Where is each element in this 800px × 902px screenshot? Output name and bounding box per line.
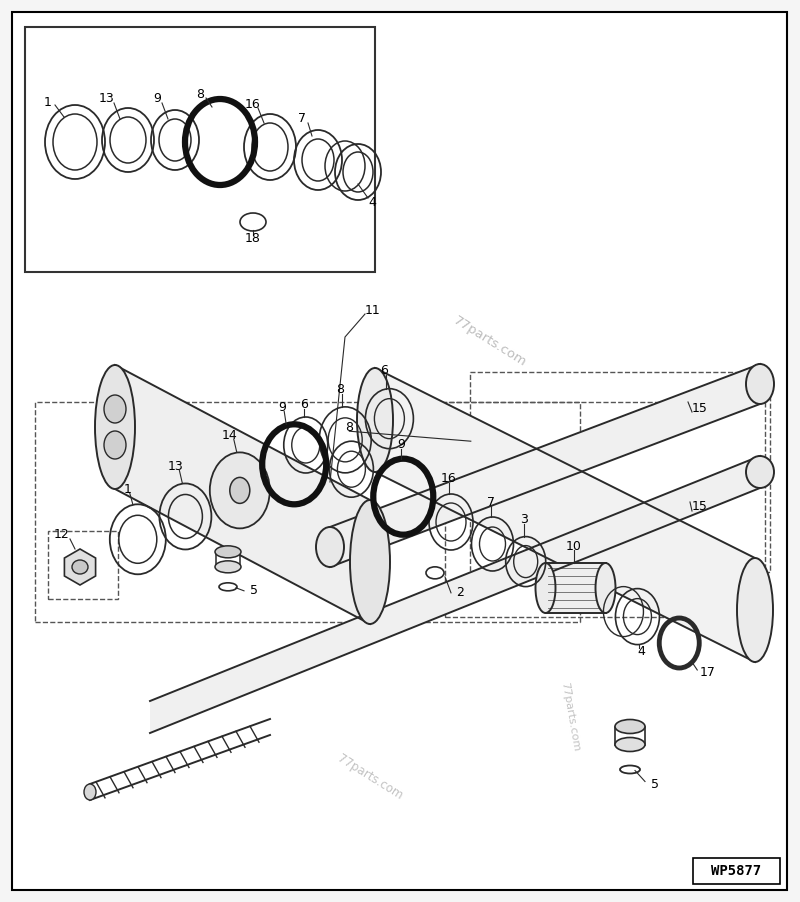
Text: 9: 9 bbox=[398, 438, 406, 451]
Ellipse shape bbox=[615, 720, 645, 733]
Ellipse shape bbox=[746, 456, 774, 488]
Text: 77parts.com: 77parts.com bbox=[559, 682, 581, 752]
Ellipse shape bbox=[210, 453, 270, 529]
Ellipse shape bbox=[316, 527, 344, 567]
Ellipse shape bbox=[357, 368, 393, 472]
Ellipse shape bbox=[746, 364, 774, 404]
Ellipse shape bbox=[535, 563, 555, 613]
Text: 2: 2 bbox=[456, 586, 464, 599]
Text: 15: 15 bbox=[692, 402, 708, 416]
Text: 1: 1 bbox=[124, 483, 132, 496]
Text: 77parts.com: 77parts.com bbox=[451, 314, 529, 370]
Ellipse shape bbox=[615, 738, 645, 751]
Text: 8: 8 bbox=[196, 87, 204, 100]
Text: 7: 7 bbox=[486, 495, 494, 509]
Text: 16: 16 bbox=[245, 97, 261, 111]
Text: WP5877: WP5877 bbox=[711, 864, 761, 878]
Text: 6: 6 bbox=[381, 364, 388, 377]
Ellipse shape bbox=[215, 561, 241, 573]
Ellipse shape bbox=[72, 560, 88, 574]
Text: 12: 12 bbox=[54, 529, 70, 541]
Text: 6: 6 bbox=[300, 399, 308, 411]
Text: 77parts.com: 77parts.com bbox=[335, 751, 405, 802]
Bar bbox=[470, 372, 770, 572]
Text: 15: 15 bbox=[692, 501, 708, 513]
Ellipse shape bbox=[230, 477, 250, 503]
Text: 13: 13 bbox=[167, 460, 183, 473]
Ellipse shape bbox=[104, 395, 126, 423]
Ellipse shape bbox=[104, 431, 126, 459]
Bar bbox=[25, 27, 375, 272]
Bar bbox=[48, 531, 118, 599]
Bar bbox=[35, 402, 580, 622]
Bar bbox=[445, 402, 765, 617]
Ellipse shape bbox=[595, 563, 615, 613]
Ellipse shape bbox=[95, 365, 135, 489]
Ellipse shape bbox=[350, 500, 390, 624]
Text: 8: 8 bbox=[336, 383, 344, 396]
Ellipse shape bbox=[215, 546, 241, 557]
Text: 9: 9 bbox=[153, 93, 161, 106]
Bar bbox=[693, 858, 780, 884]
Text: 10: 10 bbox=[566, 539, 582, 553]
Text: 13: 13 bbox=[99, 93, 115, 106]
Polygon shape bbox=[375, 368, 755, 662]
Text: 14: 14 bbox=[222, 428, 238, 442]
Text: 5: 5 bbox=[250, 584, 258, 597]
Text: 8: 8 bbox=[346, 420, 354, 434]
Polygon shape bbox=[115, 365, 370, 624]
Text: 9: 9 bbox=[278, 400, 286, 414]
Text: 7: 7 bbox=[298, 113, 306, 125]
Text: 1: 1 bbox=[44, 96, 52, 108]
Text: 11: 11 bbox=[365, 303, 381, 317]
Polygon shape bbox=[546, 563, 606, 613]
Text: 5: 5 bbox=[651, 778, 659, 791]
Text: 4: 4 bbox=[638, 645, 646, 658]
Text: 17: 17 bbox=[699, 667, 715, 679]
Polygon shape bbox=[150, 456, 760, 733]
Polygon shape bbox=[330, 364, 760, 567]
Polygon shape bbox=[65, 549, 95, 585]
Text: 3: 3 bbox=[520, 513, 528, 526]
Ellipse shape bbox=[84, 784, 96, 800]
Text: 18: 18 bbox=[245, 233, 261, 245]
Text: 4: 4 bbox=[368, 196, 376, 208]
Ellipse shape bbox=[737, 558, 773, 662]
Text: 16: 16 bbox=[441, 473, 457, 485]
